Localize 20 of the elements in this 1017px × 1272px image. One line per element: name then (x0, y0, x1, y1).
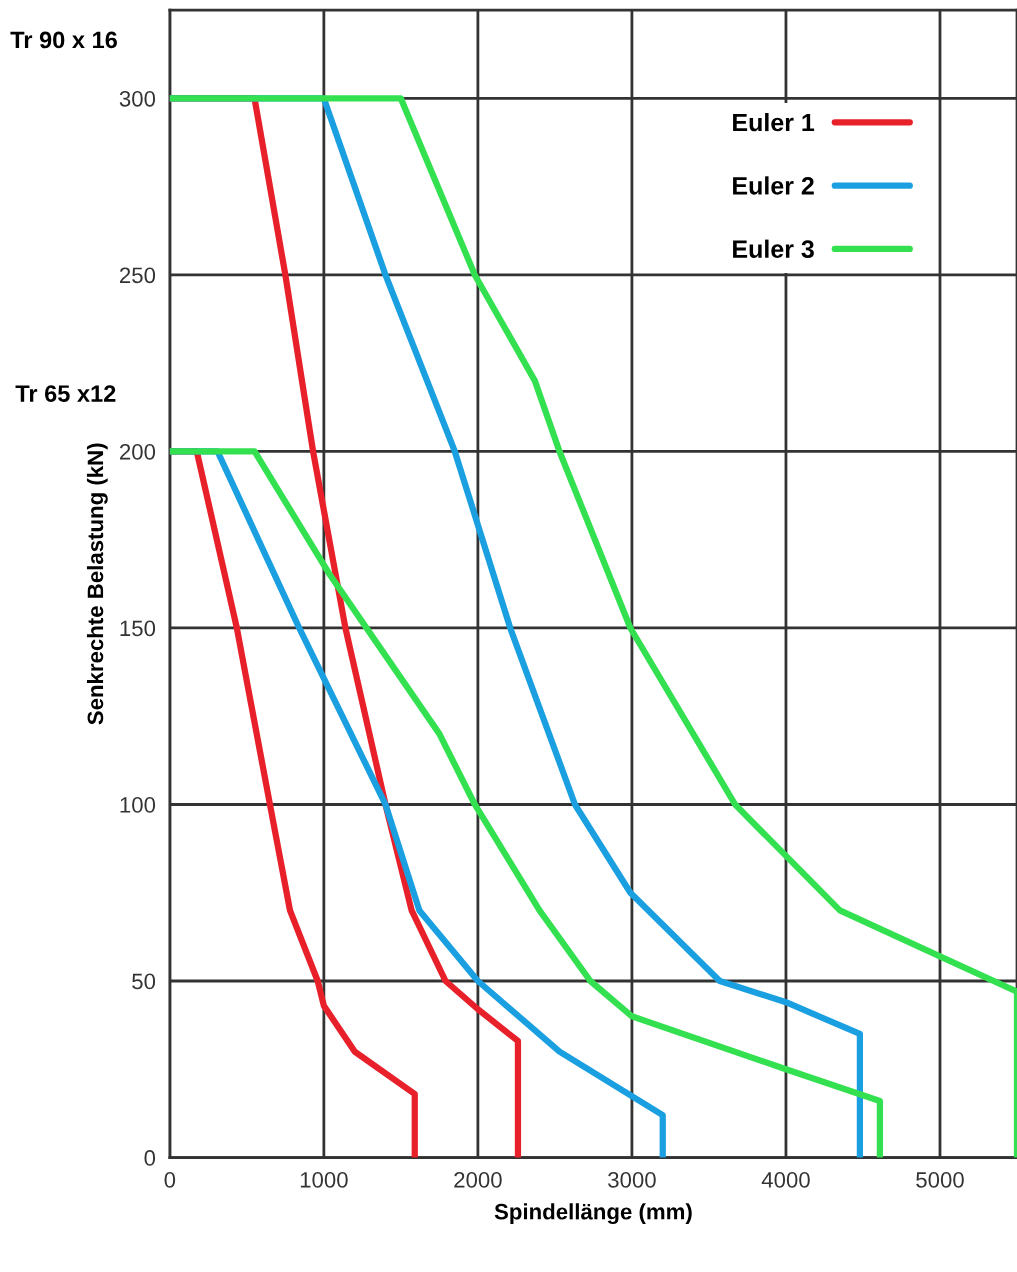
x-tick-label: 1000 (300, 1172, 348, 1188)
y-axis-title: Senkrechte Belastung (kN) (86, 443, 108, 725)
y-tick-label: 100 (120, 797, 156, 813)
x-tick-label: 4000 (761, 1172, 810, 1188)
x-axis-title: Spindellänge (mm) (494, 1203, 692, 1225)
legend-label: Euler 1 (733, 112, 815, 132)
x-tick-label: 0 (164, 1172, 176, 1188)
y-tick-label: 50 (132, 973, 156, 990)
y-tick-label: 300 (119, 90, 156, 107)
x-tick-label: 3000 (608, 1172, 656, 1188)
x-tick-label: 5000 (916, 1172, 964, 1188)
y-tick-label: 200 (120, 444, 156, 460)
y-tick-label: 150 (120, 620, 156, 637)
legend-label: Euler 2 (733, 176, 814, 195)
text: Tr 90 x 16 (10, 31, 117, 49)
legend-label: Euler 3 (733, 239, 814, 258)
y-tick-label: 250 (120, 267, 156, 284)
x-tick-label: 2000 (454, 1172, 502, 1188)
text: Tr 65 x12 (15, 385, 116, 402)
y-tick-label: 0 (144, 1150, 156, 1166)
